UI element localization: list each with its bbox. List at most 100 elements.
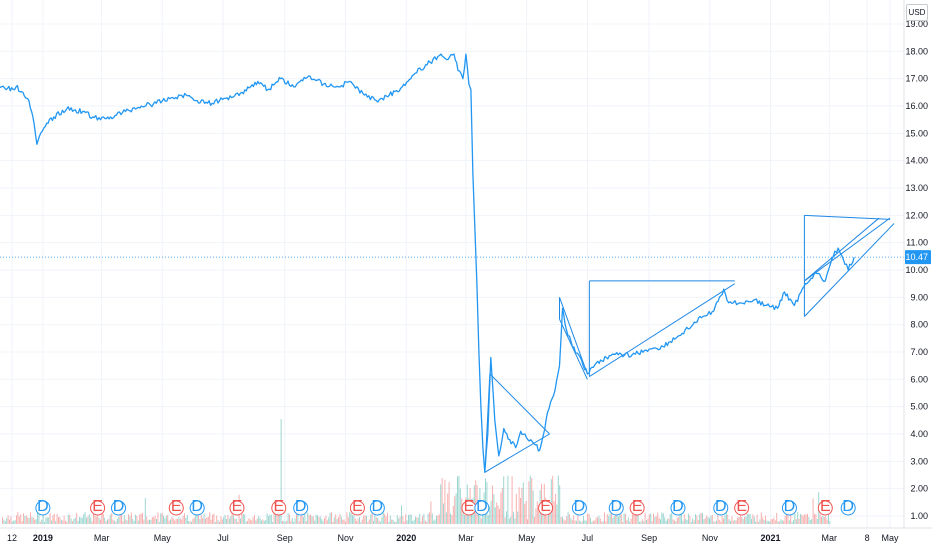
- volume-bar: [32, 517, 34, 524]
- y-tick-label: 6.00: [910, 374, 928, 384]
- volume-bar: [643, 521, 645, 524]
- event-marker-label: D: [574, 498, 586, 515]
- volume-bar: [101, 512, 103, 524]
- x-tick-label: Jul: [582, 533, 594, 543]
- volume-bar: [752, 514, 754, 524]
- volume-bar: [122, 521, 124, 524]
- volume-bar: [728, 519, 730, 524]
- x-tick-label: 2020: [396, 533, 416, 543]
- volume-bar: [354, 518, 356, 524]
- y-tick-label: 3.00: [910, 456, 928, 466]
- volume-bar: [497, 505, 499, 524]
- volume-bar: [613, 516, 615, 524]
- volume-bar: [676, 518, 678, 524]
- volume-bar: [342, 519, 344, 524]
- volume-bar: [346, 512, 348, 524]
- x-tick-label: Nov: [702, 533, 719, 543]
- volume-bar: [160, 513, 162, 524]
- volume-bar: [707, 517, 709, 524]
- grid-lines: [0, 0, 904, 528]
- volume-bar: [721, 515, 723, 524]
- event-marker-circle: [538, 500, 554, 516]
- volume-bar: [301, 512, 303, 524]
- volume-bar: [636, 512, 638, 524]
- volume-bar: [389, 515, 391, 524]
- volume-bar: [329, 512, 331, 524]
- volume-bar: [340, 516, 342, 524]
- volume-bar: [662, 513, 664, 524]
- volume-bar: [24, 516, 26, 524]
- volume-bar: [753, 516, 755, 524]
- volume-bar: [361, 519, 363, 524]
- trend-drawings[interactable]: [484, 214, 895, 473]
- volume-bar: [625, 514, 626, 524]
- volume-bar: [79, 517, 80, 524]
- volume-bar: [602, 521, 604, 524]
- x-tick-label: 2019: [33, 533, 53, 543]
- volume-bar: [200, 515, 202, 524]
- volume-bar: [226, 519, 227, 524]
- volume-bar: [815, 514, 817, 524]
- volume-bar: [136, 515, 138, 524]
- time-axis[interactable]: 12 2019 Mar May Jul Sep Nov 2020 Mar May Jul Sep Nov…: [7, 533, 899, 543]
- volume-bar: [751, 518, 752, 524]
- volume-bar: [287, 513, 289, 524]
- volume-bar: [332, 521, 334, 524]
- currency-button[interactable]: USD: [906, 4, 928, 21]
- volume-bar: [606, 514, 608, 524]
- volume-bar: [641, 519, 643, 524]
- volume-bar: [112, 519, 114, 524]
- volume-bar: [622, 522, 624, 524]
- volume-bar: [254, 515, 255, 524]
- trend-line-channel: [804, 223, 895, 317]
- volume-bar: [601, 521, 603, 524]
- volume-bar: [487, 515, 489, 524]
- price-axis[interactable]: 1.00 2.00 3.00 4.00 5.00 6.00 7.00 8.00 9.00 10.0…: [905, 19, 928, 521]
- event-marker-circle: [713, 500, 729, 516]
- volume-bar: [727, 514, 729, 524]
- volume-bar: [797, 512, 799, 524]
- volume-bar: [739, 514, 741, 524]
- volume-bar: [594, 520, 596, 524]
- volume-bar: [35, 519, 37, 524]
- volume-bar: [230, 516, 232, 524]
- volume-bar: [741, 517, 743, 524]
- volume-bar: [731, 516, 733, 524]
- volume-bar: [220, 516, 222, 524]
- volume-bar: [415, 516, 416, 524]
- volume-bar: [53, 513, 55, 524]
- volume-bar: [84, 512, 86, 524]
- volume-bar: [265, 520, 267, 524]
- volume-bar: [9, 519, 10, 524]
- volume-bar: [352, 515, 353, 524]
- volume-bar: [167, 514, 169, 524]
- volume-bar: [574, 520, 576, 524]
- volume-bar: [16, 515, 17, 524]
- volume-bar: [227, 515, 229, 524]
- volume-bar: [13, 520, 15, 524]
- volume-bar: [816, 519, 818, 524]
- volume-bar: [46, 517, 48, 524]
- volume-bar: [485, 478, 486, 524]
- volume-bar: [795, 519, 797, 524]
- volume-bar: [252, 517, 254, 524]
- y-tick-label: 9.00: [910, 292, 928, 302]
- volume-bar: [158, 522, 160, 524]
- volume-bar: [823, 517, 825, 524]
- volume-bar: [14, 520, 16, 524]
- volume-bar: [175, 518, 177, 524]
- volume-bar: [699, 514, 701, 524]
- volume-bar: [3, 519, 5, 524]
- volume-bar: [20, 514, 22, 524]
- volume-bar: [742, 519, 744, 524]
- volume-bar: [242, 513, 244, 524]
- volume-bar: [581, 521, 583, 524]
- volume-bar: [364, 515, 366, 524]
- volume-bar: [380, 521, 381, 524]
- volume-bar: [41, 519, 43, 524]
- volume-bar: [529, 475, 531, 524]
- volume-bar: [672, 519, 674, 524]
- volume-bar: [164, 518, 166, 524]
